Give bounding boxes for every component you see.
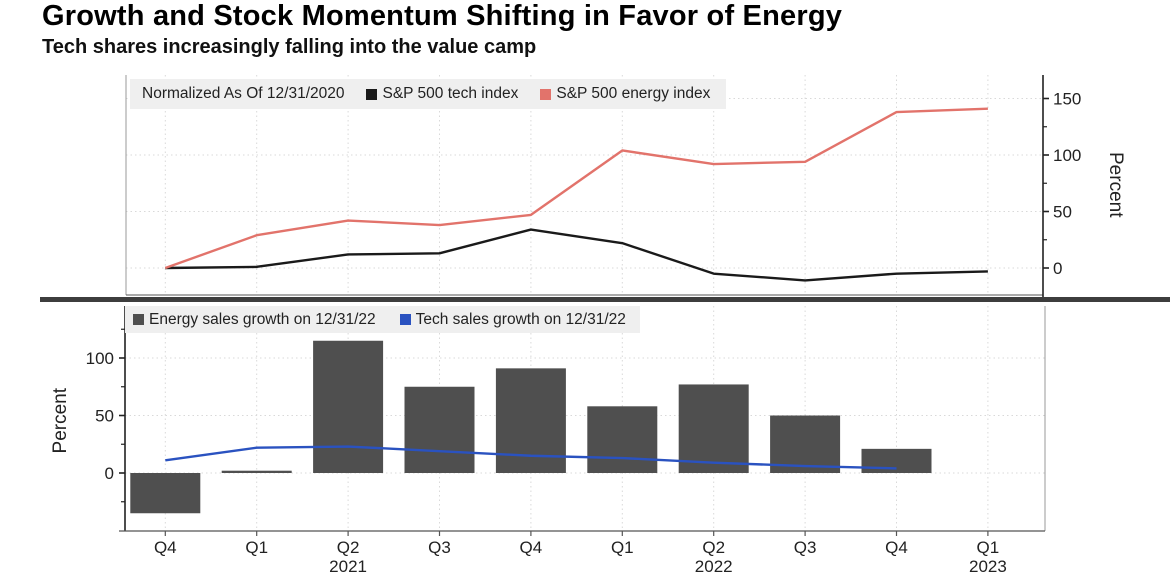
energy-sales-bar xyxy=(313,340,384,473)
y-tick-label: 0 xyxy=(1053,259,1062,278)
x-tick-label: Q2 xyxy=(702,538,725,557)
bottom-y-axis-title: Percent xyxy=(50,388,71,454)
energy-sales-bar xyxy=(861,448,932,473)
y-tick-label: 0 xyxy=(105,464,114,483)
y-tick-label: 50 xyxy=(95,407,114,426)
year-label: 2021 xyxy=(329,557,367,574)
normalization-note: Normalized As Of 12/31/2020 xyxy=(142,85,345,102)
y-tick-label: 50 xyxy=(1053,203,1072,222)
tech-sales-swatch-icon xyxy=(399,314,411,325)
y-tick-label: 100 xyxy=(86,349,114,368)
legend-item-tech-index: S&P 500 tech index xyxy=(366,85,518,103)
x-tick-label: Q2 xyxy=(337,538,360,557)
legend-item-tech-sales: Tech sales growth on 12/31/22 xyxy=(399,310,626,329)
energy-sales-bar xyxy=(587,406,658,473)
energy-sales-bar xyxy=(221,470,292,473)
x-tick-label: Q4 xyxy=(885,538,908,557)
energy-sales-bar xyxy=(130,473,201,514)
x-tick-label: Q3 xyxy=(428,538,451,557)
tech-sales-label: Tech sales growth on 12/31/22 xyxy=(415,310,626,328)
energy-index-label: S&P 500 energy index xyxy=(556,85,711,102)
bottom-legend: Energy sales growth on 12/31/22 Tech sal… xyxy=(125,306,640,333)
legend-item-energy-index: S&P 500 energy index xyxy=(540,85,710,103)
top-panel: 0 50 100 150 xyxy=(125,75,1081,298)
energy-sales-bar xyxy=(770,415,841,473)
tech-index-label: S&P 500 tech index xyxy=(382,85,519,102)
legend-note-item: Normalized As Of 12/31/2020 xyxy=(142,85,344,103)
chart-title: Growth and Stock Momentum Shifting in Fa… xyxy=(42,0,843,32)
x-tick-label: Q1 xyxy=(611,538,634,557)
energy-sales-label: Energy sales growth on 12/31/22 xyxy=(149,310,376,328)
energy-sales-bar xyxy=(404,386,475,473)
x-tick-label: Q1 xyxy=(977,538,1000,557)
year-label: 2023 xyxy=(969,557,1007,574)
x-tick-label: Q4 xyxy=(520,538,543,557)
energy-sales-swatch-icon xyxy=(133,314,144,325)
legend-item-energy-sales: Energy sales growth on 12/31/22 xyxy=(133,311,376,329)
bottom-panel: 0 50 100 Q4 Q1 Q2 Q3 Q4 Q1 Q2 Q3 Q4 Q1 2021 2022 2023 xyxy=(86,306,1046,574)
energy-sales-bars xyxy=(130,340,932,514)
energy-index-swatch-icon xyxy=(540,88,552,100)
year-label: 2022 xyxy=(695,557,733,574)
tech-sales-line xyxy=(165,445,897,470)
tech-line xyxy=(165,228,988,282)
panel-divider xyxy=(40,297,1170,302)
tech-index-swatch-icon xyxy=(366,88,378,100)
y-tick-label: 150 xyxy=(1053,90,1081,109)
y-tick-label: 100 xyxy=(1053,146,1081,165)
chart-subtitle: Tech shares increasingly falling into th… xyxy=(42,36,537,58)
x-tick-label: Q4 xyxy=(154,538,177,557)
top-y-axis-title: Percent xyxy=(1105,152,1126,218)
top-legend: Normalized As Of 12/31/2020 S&P 500 tech… xyxy=(130,79,727,109)
energy-line xyxy=(164,107,988,270)
x-tick-label: Q1 xyxy=(245,538,268,557)
energy-sales-bar xyxy=(678,384,749,473)
x-tick-label: Q3 xyxy=(794,538,817,557)
